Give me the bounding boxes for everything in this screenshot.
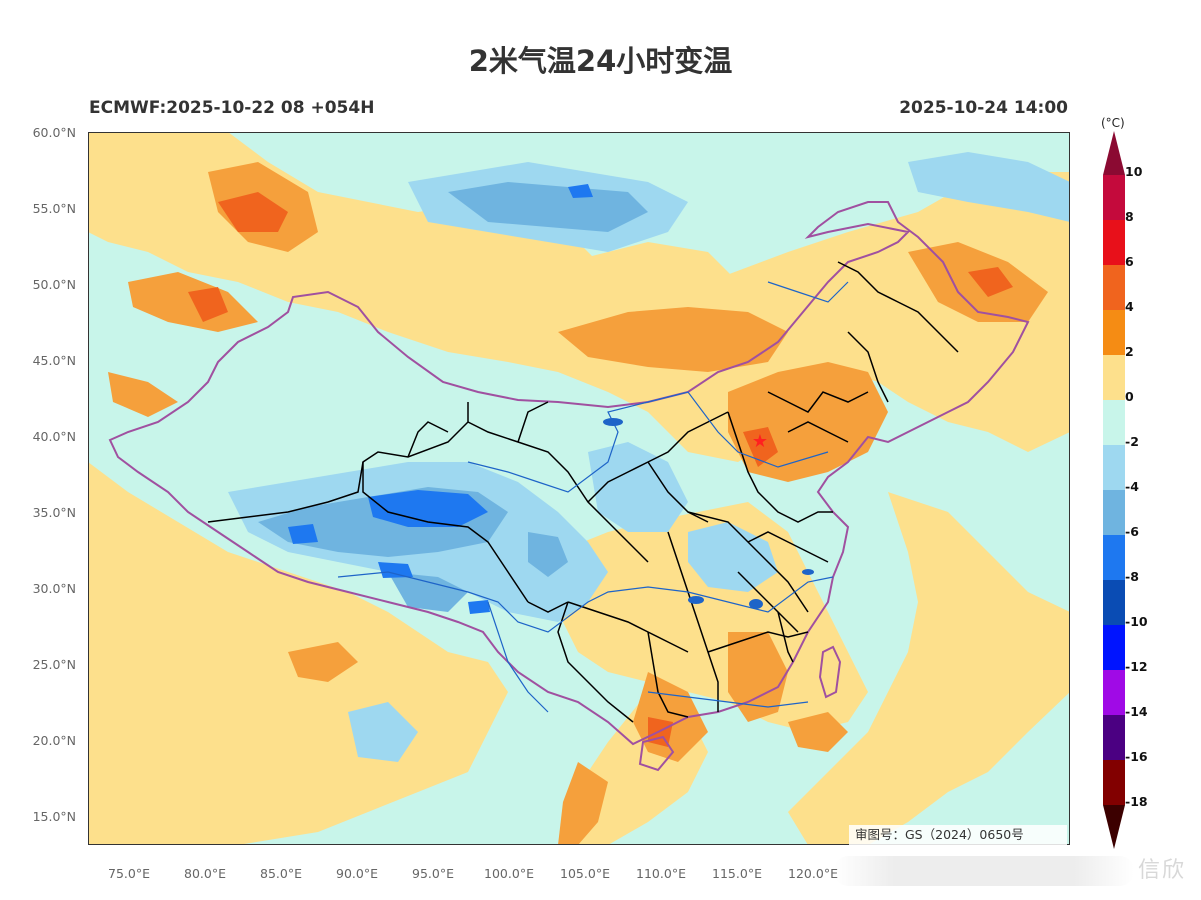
map-approval-number: 审图号：GS（2024）0650号 <box>849 825 1067 845</box>
colorbar-label: -16 <box>1125 749 1148 764</box>
warm-4-6-areas <box>188 192 1013 747</box>
colorbar-label: 2 <box>1125 344 1134 359</box>
taiwan-island <box>818 645 842 699</box>
colorbar-bin-0-2 <box>1103 355 1125 400</box>
colorbar-label: -12 <box>1125 659 1148 674</box>
lon-label-120: 120.0°E <box>788 866 838 881</box>
colorbar-bin-6-8 <box>1103 220 1125 265</box>
cool-m6-m8-areas <box>288 184 593 614</box>
model-run-label: ECMWF:2025-10-22 08 +054H <box>89 98 375 118</box>
lon-label-105: 105.0°E <box>560 866 610 881</box>
lat-label-40: 40.0°N <box>32 429 76 444</box>
china-national-border <box>108 201 1030 746</box>
colorbar-label: -8 <box>1125 569 1139 584</box>
colorbar-label: -4 <box>1125 479 1139 494</box>
temperature-change-map: ★ <box>88 132 1070 845</box>
lat-label-25: 25.0°N <box>32 657 76 672</box>
lon-label-115: 115.0°E <box>712 866 762 881</box>
colorbar-lower-arrow <box>1103 805 1125 849</box>
province-borders <box>207 261 959 723</box>
colorbar-bin-m2-0 <box>1103 400 1125 445</box>
colorbar-label: -6 <box>1125 524 1139 539</box>
lon-label-110: 110.0°E <box>636 866 686 881</box>
map-frame <box>88 132 1070 845</box>
colorbar-label: -14 <box>1125 704 1148 719</box>
lon-label-90: 90.0°E <box>336 866 378 881</box>
colorbar-label: 10 <box>1125 164 1143 179</box>
lon-label-75: 75.0°E <box>108 866 150 881</box>
colorbar-label: -10 <box>1125 614 1148 629</box>
lat-label-45: 45.0°N <box>32 353 76 368</box>
lat-label-30: 30.0°N <box>32 581 76 596</box>
lon-label-95: 95.0°E <box>412 866 454 881</box>
watermark-text: 信欣 <box>1138 858 1187 883</box>
colorbar-upper-arrow <box>1103 131 1125 175</box>
colorbar-unit: (°C) <box>1101 116 1125 130</box>
colorbar-bin-4-6 <box>1103 265 1125 310</box>
lakes <box>603 418 814 609</box>
lat-label-15: 15.0°N <box>32 809 76 824</box>
beijing-marker-icon: ★ <box>752 431 768 451</box>
valid-time-label: 2025-10-24 14:00 <box>899 98 1068 118</box>
lat-label-55: 55.0°N <box>32 201 76 216</box>
lat-label-35: 35.0°N <box>32 505 76 520</box>
colorbar <box>1103 131 1125 849</box>
colorbar-bin-m12-m10 <box>1103 625 1125 670</box>
colorbar-bin-m18-m16 <box>1103 760 1125 805</box>
lat-label-20: 20.0°N <box>32 733 76 748</box>
watermark-bar <box>834 856 1134 886</box>
cool-m4-m6-areas <box>258 182 648 612</box>
lon-label-85: 85.0°E <box>260 866 302 881</box>
lon-label-100: 100.0°E <box>484 866 534 881</box>
lat-label-50: 50.0°N <box>32 277 76 292</box>
colorbar-bin-2-4 <box>1103 310 1125 355</box>
colorbar-bin-m6-m4 <box>1103 490 1125 535</box>
colorbar-bin-m10-m8 <box>1103 580 1125 625</box>
lat-label-60: 60.0°N <box>32 125 76 140</box>
colorbar-label: 4 <box>1125 299 1134 314</box>
colorbar-bin-m4-m2 <box>1103 445 1125 490</box>
lon-label-80: 80.0°E <box>184 866 226 881</box>
colorbar-label: 6 <box>1125 254 1134 269</box>
colorbar-bin-m8-m6 <box>1103 535 1125 580</box>
colorbar-bin-8-10 <box>1103 175 1125 220</box>
colorbar-label: 0 <box>1125 389 1134 404</box>
colorbar-label: 8 <box>1125 209 1134 224</box>
colorbar-bin-m16-m14 <box>1103 715 1125 760</box>
colorbar-label: -2 <box>1125 434 1139 449</box>
hainan-island <box>638 735 675 772</box>
colorbar-bin-m14-m12 <box>1103 670 1125 715</box>
chart-title: 2米气温24小时变温 <box>468 44 733 78</box>
colorbar-label: -18 <box>1125 794 1148 809</box>
